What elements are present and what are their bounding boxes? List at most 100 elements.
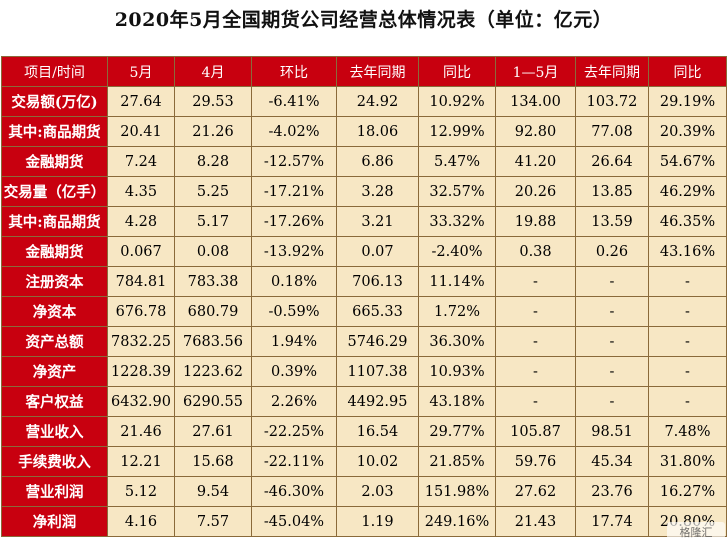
table-cell: 43.18% bbox=[418, 386, 496, 417]
table-cell: 5.17 bbox=[174, 206, 252, 237]
table-cell: 6432.90 bbox=[107, 386, 175, 417]
header-row: 项目/时间 5月 4月 环比 去年同期 同比 1—5月 去年同期 同比 bbox=[1, 56, 727, 87]
table-row: 手续费收入 12.21 15.68 -22.11% 10.02 21.85% 59.76 45… bbox=[1, 446, 727, 477]
table-cell: -2.40% bbox=[418, 236, 496, 267]
table-cell: - bbox=[495, 296, 576, 327]
table-cell: 20.39% bbox=[648, 116, 727, 147]
table-cell: 29.77% bbox=[418, 416, 496, 447]
table-cell: 1.72% bbox=[418, 296, 496, 327]
row-label: 金融期货 bbox=[1, 236, 108, 267]
table-cell: 4.35 bbox=[107, 176, 175, 207]
table-cell: -12.57% bbox=[251, 146, 337, 177]
table-cell: 11.14% bbox=[418, 266, 496, 297]
table-cell: 783.38 bbox=[174, 266, 252, 297]
table-cell: -17.21% bbox=[251, 176, 337, 207]
table-cell: 98.51 bbox=[575, 416, 649, 447]
table-cell: 8.28 bbox=[174, 146, 252, 177]
table-cell: -45.04% bbox=[251, 506, 337, 537]
table-cell: 10.02 bbox=[336, 446, 419, 477]
table-row: 净资产 1228.39 1223.62 0.39% 1107.38 10.93% - - - bbox=[1, 356, 727, 387]
row-label: 交易量（亿手） bbox=[1, 176, 108, 207]
column-header: 去年同期 bbox=[336, 56, 419, 87]
table-cell: 1.94% bbox=[251, 326, 337, 357]
row-label: 注册资本 bbox=[1, 266, 108, 297]
table-cell: 29.53 bbox=[174, 86, 252, 117]
table-cell: - bbox=[648, 326, 727, 357]
table-cell: - bbox=[648, 386, 727, 417]
table-cell: 20.41 bbox=[107, 116, 175, 147]
table-cell: 27.64 bbox=[107, 86, 175, 117]
row-label: 营业利润 bbox=[1, 476, 108, 507]
table-cell: 45.34 bbox=[575, 446, 649, 477]
table-cell: 43.16% bbox=[648, 236, 727, 267]
table-cell: 7.24 bbox=[107, 146, 175, 177]
table-cell: 92.80 bbox=[495, 116, 576, 147]
table-cell: -6.41% bbox=[251, 86, 337, 117]
table-cell: 0.38 bbox=[495, 236, 576, 267]
table-cell: - bbox=[648, 296, 727, 327]
table-cell: 10.93% bbox=[418, 356, 496, 387]
table-row: 营业收入 21.46 27.61 -22.25% 16.54 29.77% 105.87 98… bbox=[1, 416, 727, 447]
table-row: 资产总额 7832.25 7683.56 1.94% 5746.29 36.30% - - - bbox=[1, 326, 727, 357]
watermark-logo: 格隆汇 bbox=[667, 522, 725, 544]
table-cell: 0.39% bbox=[251, 356, 337, 387]
table-cell: 32.57% bbox=[418, 176, 496, 207]
table-cell: -0.59% bbox=[251, 296, 337, 327]
row-label: 手续费收入 bbox=[1, 446, 108, 477]
row-label: 交易额(万亿) bbox=[1, 86, 108, 117]
table-row: 交易量（亿手） 4.35 5.25 -17.21% 3.28 32.57% 20.26 13.… bbox=[1, 176, 727, 207]
table-cell: 27.61 bbox=[174, 416, 252, 447]
table-cell: - bbox=[575, 296, 649, 327]
column-header: 1—5月 bbox=[495, 56, 576, 87]
table-cell: 2.26% bbox=[251, 386, 337, 417]
table-title: 2020年5月全国期货公司经营总体情况表（单位：亿元） bbox=[114, 9, 613, 31]
table-cell: 13.85 bbox=[575, 176, 649, 207]
table-cell: 1.19 bbox=[336, 506, 419, 537]
table-row: 其中:商品期货 4.28 5.17 -17.26% 3.21 33.32% 19.88 13.… bbox=[1, 206, 727, 237]
table-row: 金融期货 7.24 8.28 -12.57% 6.86 5.47% 41.20 26.64 54… bbox=[1, 146, 727, 177]
table-cell: - bbox=[648, 356, 727, 387]
table-row: 交易额(万亿) 27.64 29.53 -6.41% 24.92 10.92% 134.00… bbox=[1, 86, 727, 117]
table-cell: 10.92% bbox=[418, 86, 496, 117]
row-label: 金融期货 bbox=[1, 146, 108, 177]
table-cell: - bbox=[575, 356, 649, 387]
table-cell: 5746.29 bbox=[336, 326, 419, 357]
table-cell: 3.28 bbox=[336, 176, 419, 207]
table-cell: 5.12 bbox=[107, 476, 175, 507]
table-cell: 7.48% bbox=[648, 416, 727, 447]
table-cell: 21.85% bbox=[418, 446, 496, 477]
table-cell: 16.27% bbox=[648, 476, 727, 507]
table-cell: 249.16% bbox=[418, 506, 496, 537]
table-cell: 15.68 bbox=[174, 446, 252, 477]
table-cell: 0.08 bbox=[174, 236, 252, 267]
table-cell: 103.72 bbox=[575, 86, 649, 117]
table-row: 金融期货 0.067 0.08 -13.92% 0.07 -2.40% 0.38 0.26 43… bbox=[1, 236, 727, 267]
table-cell: 0.07 bbox=[336, 236, 419, 267]
table-cell: 24.92 bbox=[336, 86, 419, 117]
table-cell: - bbox=[495, 356, 576, 387]
column-header: 同比 bbox=[418, 56, 496, 87]
row-label: 营业收入 bbox=[1, 416, 108, 447]
table-cell: 134.00 bbox=[495, 86, 576, 117]
table-cell: - bbox=[495, 326, 576, 357]
table-row: 净资本 676.78 680.79 -0.59% 665.33 1.72% - - - bbox=[1, 296, 727, 327]
table-cell: 19.88 bbox=[495, 206, 576, 237]
table-cell: -22.11% bbox=[251, 446, 337, 477]
table-row: 其中:商品期货 20.41 21.26 -4.02% 18.06 12.99% 92.80 7… bbox=[1, 116, 727, 147]
table-cell: 12.99% bbox=[418, 116, 496, 147]
table-cell: - bbox=[575, 326, 649, 357]
table-cell: 26.64 bbox=[575, 146, 649, 177]
table-cell: 54.67% bbox=[648, 146, 727, 177]
table-cell: 6.86 bbox=[336, 146, 419, 177]
table-cell: 13.59 bbox=[575, 206, 649, 237]
table-cell: 21.43 bbox=[495, 506, 576, 537]
table-cell: 27.62 bbox=[495, 476, 576, 507]
table-cell: 18.06 bbox=[336, 116, 419, 147]
table-cell: -4.02% bbox=[251, 116, 337, 147]
table-cell: - bbox=[575, 266, 649, 297]
table-cell: 59.76 bbox=[495, 446, 576, 477]
table-cell: 33.32% bbox=[418, 206, 496, 237]
table-cell: 23.76 bbox=[575, 476, 649, 507]
table-cell: 12.21 bbox=[107, 446, 175, 477]
table-cell: 1228.39 bbox=[107, 356, 175, 387]
